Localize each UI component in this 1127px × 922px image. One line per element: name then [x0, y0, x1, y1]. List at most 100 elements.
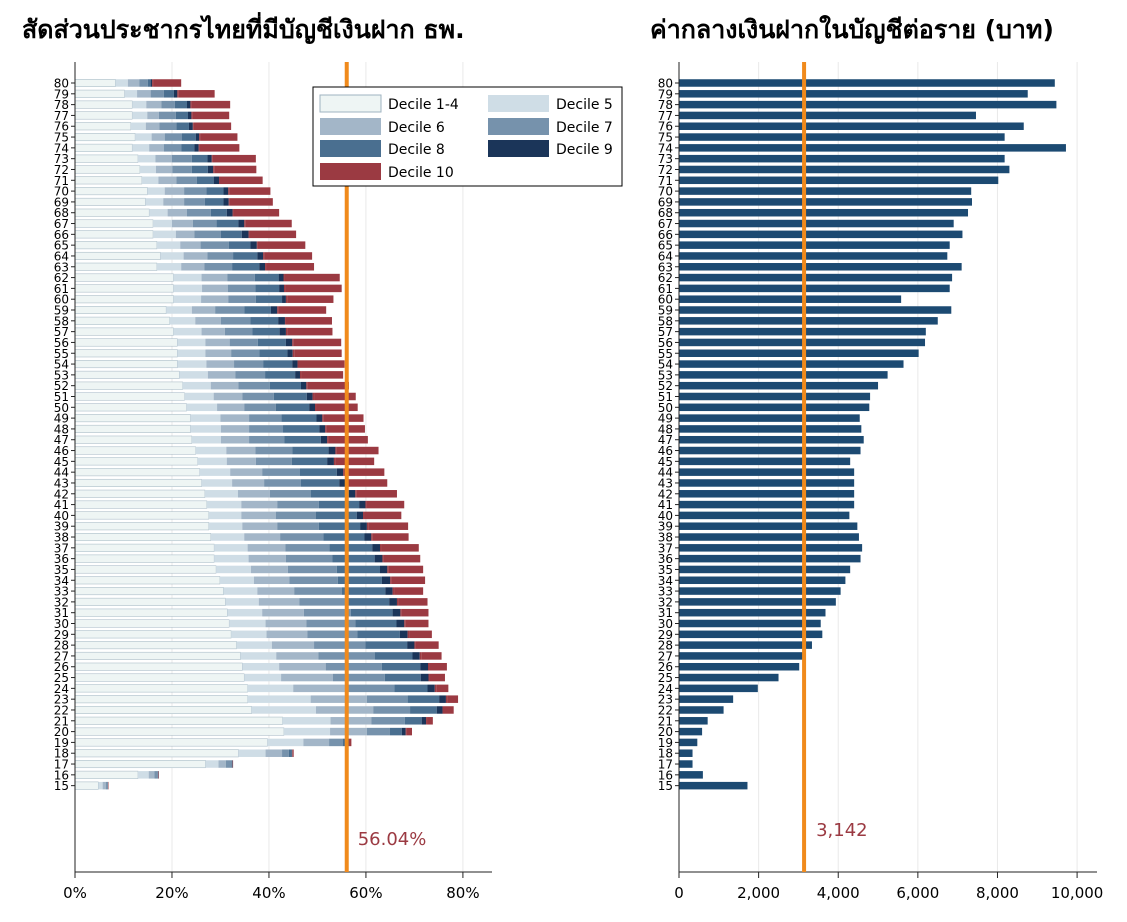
bar-decile-8	[252, 327, 280, 336]
bar	[679, 533, 859, 541]
bar-decile-1-4	[74, 457, 198, 466]
bar-decile-6	[220, 414, 250, 422]
y-tick-label: 22	[54, 703, 69, 717]
bar-decile-8	[206, 187, 224, 195]
bar-decile-1-4	[74, 316, 170, 325]
bar-decile-8	[365, 641, 408, 649]
y-tick-label: 55	[658, 347, 673, 361]
bar-decile-7	[171, 154, 192, 163]
y-tick-label: 47	[658, 433, 673, 447]
bar-decile-10	[314, 392, 356, 401]
bar-decile-5	[124, 90, 138, 98]
bar-decile-8	[196, 176, 214, 185]
bar-decile-1-4	[74, 608, 228, 617]
bar-decile-8	[228, 241, 251, 249]
bar-decile-7	[255, 457, 292, 466]
bar-decile-10	[371, 533, 373, 541]
bar-decile-10	[447, 695, 459, 703]
y-tick-label: 68	[658, 206, 673, 220]
bar-decile-8	[255, 284, 280, 293]
bar-decile-7	[262, 468, 300, 476]
bar-decile-8	[384, 673, 421, 682]
y-tick-label: 66	[658, 228, 673, 242]
bar-decile-7	[277, 522, 319, 530]
bar-decile-7	[366, 727, 390, 736]
bar-decile-10	[229, 187, 271, 195]
bar-decile-9	[328, 446, 336, 455]
y-tick-label: 35	[658, 563, 673, 577]
bar-decile-1-4	[74, 565, 217, 574]
bar-decile-10	[355, 490, 357, 498]
bar-decile-10	[285, 327, 288, 336]
bar-decile-5	[173, 284, 203, 293]
bar-decile-9	[213, 176, 220, 185]
bar-decile-10	[316, 403, 358, 412]
bar-decile-10	[265, 263, 267, 271]
bar-decile-10	[382, 554, 384, 563]
y-tick-label: 60	[658, 293, 673, 307]
y-tick-label: 50	[658, 401, 673, 415]
bar	[679, 273, 953, 282]
bar-decile-5	[160, 252, 184, 260]
bar-decile-8	[232, 263, 260, 271]
bar-decile-9	[319, 425, 326, 433]
bar-decile-6	[258, 598, 300, 606]
bar-decile-7	[228, 295, 256, 303]
y-tick-label: 80	[658, 77, 673, 91]
bar-decile-7	[303, 608, 351, 617]
bar-decile-10	[388, 565, 424, 574]
bar-decile-10	[192, 122, 194, 130]
y-tick-label: 32	[54, 595, 69, 609]
bar-decile-9	[420, 662, 428, 671]
y-tick-label: 15	[54, 779, 69, 793]
bar	[679, 241, 950, 249]
bar-decile-5	[247, 695, 311, 703]
bar-decile-10	[392, 587, 395, 595]
bar-decile-10	[344, 468, 385, 476]
bar-decile-8	[336, 565, 380, 574]
bar-decile-9	[223, 198, 229, 206]
bar-decile-9	[399, 630, 408, 639]
bar-decile-6	[145, 122, 160, 130]
bar-decile-10	[335, 457, 375, 466]
y-tick-label: 69	[658, 195, 673, 209]
bar-decile-10	[427, 662, 430, 671]
bar-decile-9	[327, 457, 334, 466]
bar-decile-10	[315, 403, 317, 412]
bar-decile-8	[329, 544, 373, 552]
bar-decile-10	[292, 338, 294, 347]
legend-label: Decile 6	[388, 120, 445, 136]
bar-decile-5	[199, 468, 231, 476]
bar	[679, 576, 846, 585]
bar-decile-6	[230, 468, 263, 476]
bar-decile-10	[229, 198, 273, 206]
bar-decile-1-4	[74, 327, 174, 336]
bar	[679, 79, 1055, 87]
y-tick-label: 74	[54, 141, 69, 155]
bar-decile-8	[281, 414, 317, 422]
bar-decile-10	[285, 317, 332, 325]
bar-decile-7	[366, 695, 408, 703]
bar	[679, 122, 1024, 130]
bar-decile-6	[155, 165, 173, 174]
y-tick-label: 55	[54, 347, 69, 361]
bar	[679, 500, 855, 509]
bar-decile-7	[249, 414, 282, 422]
bar	[679, 392, 871, 401]
bar	[679, 727, 703, 736]
bar-decile-8	[332, 554, 375, 563]
bar	[679, 425, 862, 433]
bar-decile-6	[220, 425, 250, 433]
bar-decile-9	[359, 500, 366, 509]
bar-decile-7	[159, 122, 177, 130]
bar-decile-6	[281, 673, 333, 682]
bar-decile-9	[287, 349, 293, 357]
y-tick-label: 25	[54, 671, 69, 685]
bar-decile-8	[350, 608, 393, 617]
bar-decile-5	[205, 760, 219, 768]
bar-decile-6	[217, 403, 245, 412]
y-tick-label: 45	[54, 455, 69, 469]
bar-decile-1-4	[74, 176, 143, 185]
bar-decile-8	[318, 500, 360, 509]
